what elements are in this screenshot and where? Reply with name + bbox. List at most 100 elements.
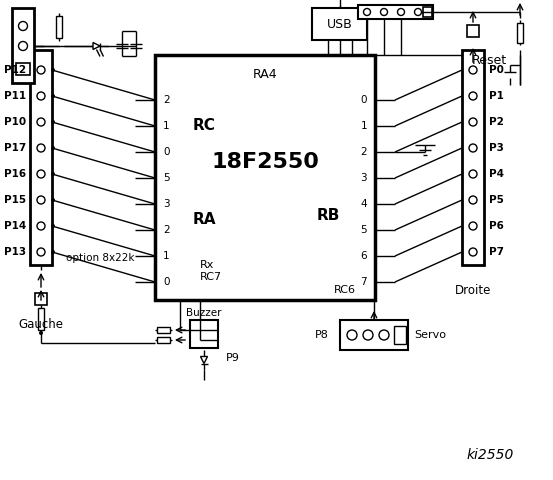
Circle shape xyxy=(469,144,477,152)
Text: 0: 0 xyxy=(361,95,367,105)
Circle shape xyxy=(37,170,45,178)
Text: P10: P10 xyxy=(4,117,26,127)
Circle shape xyxy=(469,92,477,100)
Bar xyxy=(16,63,30,75)
Text: 1: 1 xyxy=(163,251,170,261)
Circle shape xyxy=(469,222,477,230)
Circle shape xyxy=(37,118,45,126)
Circle shape xyxy=(51,146,55,150)
Text: option 8x22k: option 8x22k xyxy=(66,253,134,263)
Text: 3: 3 xyxy=(163,199,170,209)
Text: 7: 7 xyxy=(361,277,367,287)
Bar xyxy=(517,23,523,43)
Text: P2: P2 xyxy=(489,117,504,127)
Bar xyxy=(35,293,47,305)
Circle shape xyxy=(363,330,373,340)
Text: P12: P12 xyxy=(4,65,26,75)
Circle shape xyxy=(37,144,45,152)
Polygon shape xyxy=(201,357,207,363)
Circle shape xyxy=(469,118,477,126)
Circle shape xyxy=(380,9,388,15)
Bar xyxy=(56,16,62,38)
Circle shape xyxy=(415,9,421,15)
Text: Servo: Servo xyxy=(414,330,446,340)
Circle shape xyxy=(37,222,45,230)
Text: 2: 2 xyxy=(361,147,367,157)
Text: RA: RA xyxy=(193,213,217,228)
Text: P5: P5 xyxy=(489,195,504,205)
Circle shape xyxy=(51,120,55,124)
Bar xyxy=(155,55,375,300)
Text: ki2550: ki2550 xyxy=(466,448,514,462)
Bar xyxy=(190,320,218,348)
Circle shape xyxy=(51,172,55,176)
Circle shape xyxy=(469,170,477,178)
Text: P6: P6 xyxy=(489,221,504,231)
Text: P4: P4 xyxy=(489,169,504,179)
Text: P14: P14 xyxy=(4,221,26,231)
Text: 3: 3 xyxy=(361,173,367,183)
Bar xyxy=(38,308,44,330)
Text: 2: 2 xyxy=(163,95,170,105)
Circle shape xyxy=(39,331,43,335)
Text: 4: 4 xyxy=(361,199,367,209)
Text: P3: P3 xyxy=(489,143,504,153)
Circle shape xyxy=(398,9,404,15)
Bar xyxy=(156,337,170,343)
Text: RC7: RC7 xyxy=(200,272,222,282)
Text: RC6: RC6 xyxy=(334,285,356,295)
Circle shape xyxy=(37,248,45,256)
Text: 18F2550: 18F2550 xyxy=(211,153,319,172)
Text: Rx: Rx xyxy=(200,260,215,270)
Text: USB: USB xyxy=(327,17,352,31)
Text: P13: P13 xyxy=(4,247,26,257)
Bar xyxy=(340,320,408,350)
Bar xyxy=(312,8,367,40)
Circle shape xyxy=(18,41,28,50)
Circle shape xyxy=(469,248,477,256)
Circle shape xyxy=(37,196,45,204)
Text: P16: P16 xyxy=(4,169,26,179)
Circle shape xyxy=(363,9,371,15)
Circle shape xyxy=(469,66,477,74)
Bar xyxy=(467,25,479,37)
Circle shape xyxy=(347,330,357,340)
Circle shape xyxy=(51,68,55,72)
Circle shape xyxy=(379,330,389,340)
Text: 5: 5 xyxy=(361,225,367,235)
Bar xyxy=(423,7,432,17)
Text: P15: P15 xyxy=(4,195,26,205)
Text: P0: P0 xyxy=(489,65,504,75)
Circle shape xyxy=(469,196,477,204)
Circle shape xyxy=(51,94,55,98)
Text: 1: 1 xyxy=(361,121,367,131)
Circle shape xyxy=(51,224,55,228)
Bar xyxy=(394,326,406,344)
Text: 2: 2 xyxy=(163,225,170,235)
Circle shape xyxy=(37,92,45,100)
Text: RA4: RA4 xyxy=(253,69,277,82)
Bar xyxy=(358,5,433,19)
Text: Droite: Droite xyxy=(455,284,491,297)
Text: 1: 1 xyxy=(163,121,170,131)
Text: 6: 6 xyxy=(361,251,367,261)
Text: Buzzer: Buzzer xyxy=(186,308,222,318)
Text: P1: P1 xyxy=(489,91,504,101)
Bar xyxy=(156,327,170,333)
Text: RB: RB xyxy=(317,207,340,223)
Circle shape xyxy=(18,22,28,31)
Circle shape xyxy=(51,198,55,202)
Bar xyxy=(462,50,484,265)
Text: RC: RC xyxy=(193,118,216,132)
Bar xyxy=(30,50,52,265)
Text: 5: 5 xyxy=(163,173,170,183)
Text: P11: P11 xyxy=(4,91,26,101)
Circle shape xyxy=(51,250,55,254)
Text: Reset: Reset xyxy=(472,53,507,67)
Text: P7: P7 xyxy=(489,247,504,257)
Polygon shape xyxy=(93,43,100,49)
Text: Gauche: Gauche xyxy=(18,319,64,332)
Circle shape xyxy=(37,66,45,74)
Text: 0: 0 xyxy=(163,147,170,157)
Bar xyxy=(12,8,34,83)
